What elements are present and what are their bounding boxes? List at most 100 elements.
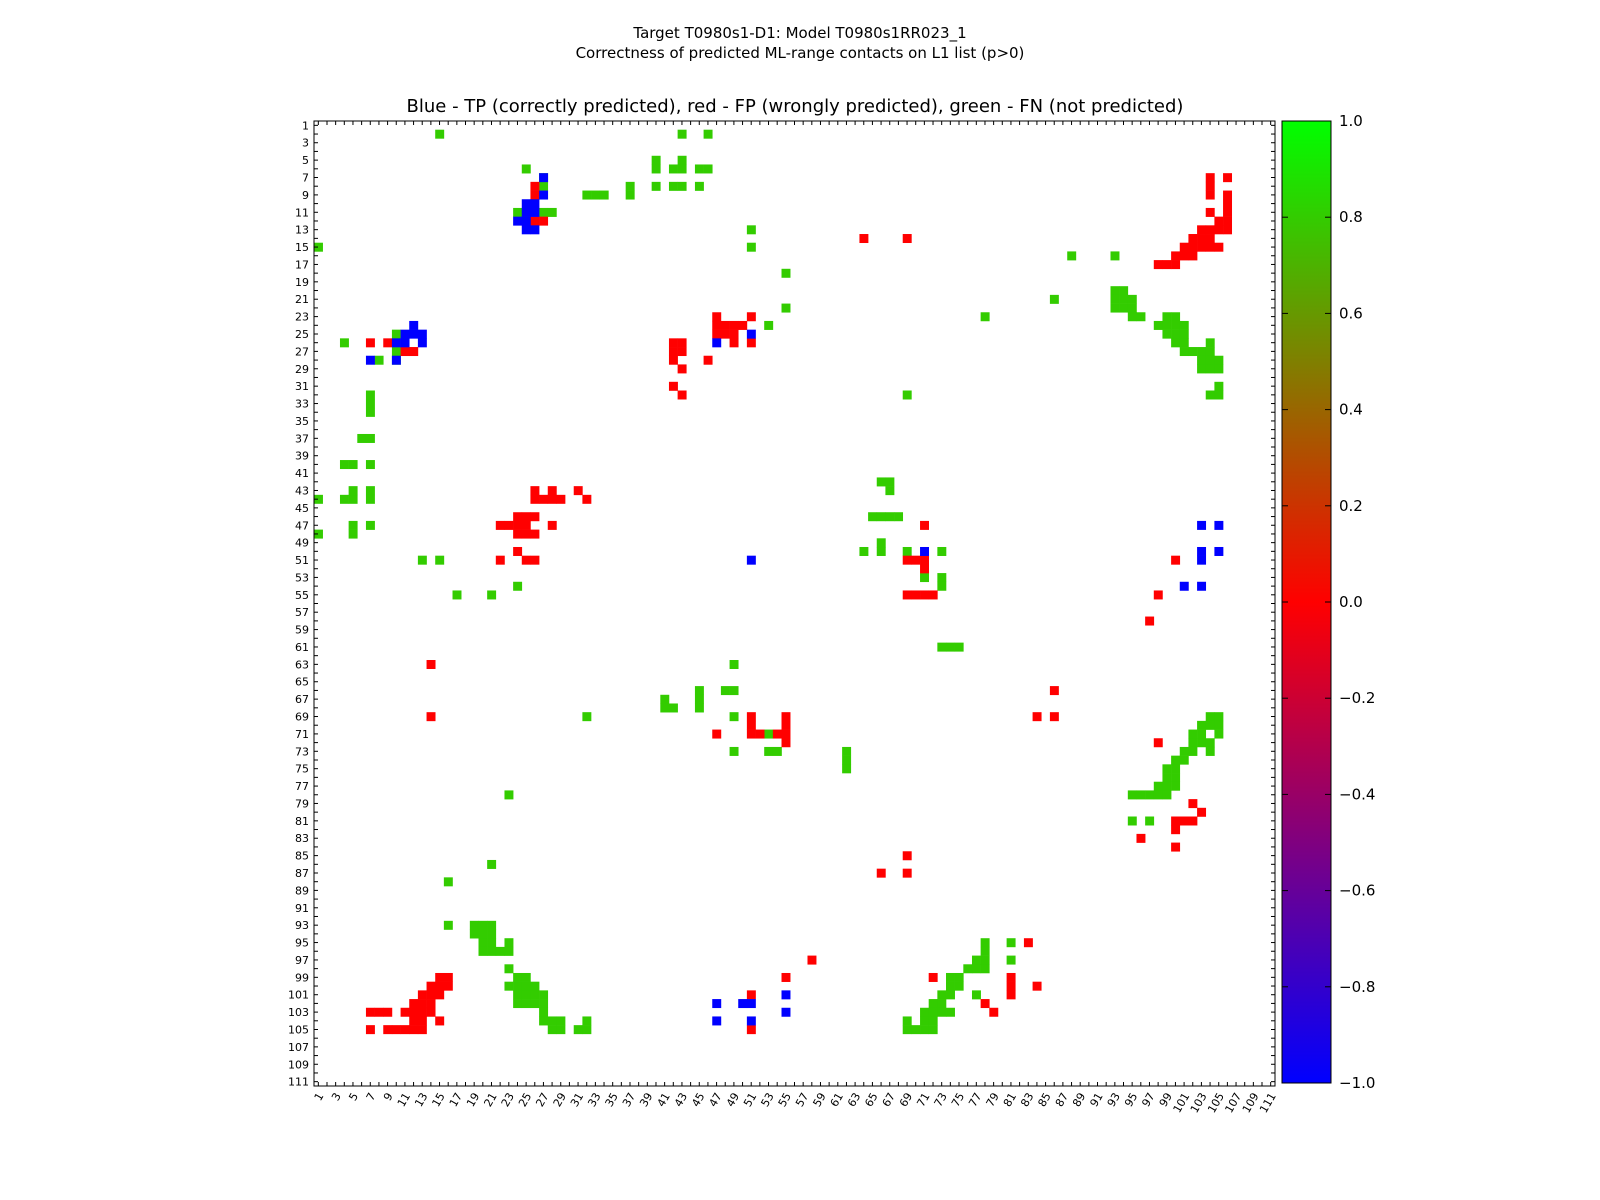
y-tick-label: 31 xyxy=(295,380,309,393)
y-tick-label: 41 xyxy=(295,467,309,480)
cell-fp xyxy=(920,590,929,600)
cell-tp xyxy=(530,225,540,235)
y-tick-label: 61 xyxy=(295,641,309,654)
cell-fn xyxy=(1188,738,1198,748)
y-tick-label: 83 xyxy=(295,832,309,845)
x-tick-label: 103 xyxy=(1188,1091,1210,1116)
cell-fp xyxy=(1205,225,1215,235)
cell-fn xyxy=(452,590,462,600)
cell-fn xyxy=(677,155,687,165)
x-tick-label: 3 xyxy=(329,1091,344,1104)
y-tick-label: 95 xyxy=(295,937,309,950)
cell-fn xyxy=(530,981,540,991)
cell-fn xyxy=(677,129,687,139)
cell-fn xyxy=(365,407,375,417)
y-tick-label: 51 xyxy=(295,554,309,567)
cell-fn xyxy=(885,477,895,487)
x-tick-label: 47 xyxy=(707,1091,725,1110)
cell-fn xyxy=(314,242,323,252)
cell-fp xyxy=(530,486,540,496)
cell-fn xyxy=(694,686,704,696)
cell-fn xyxy=(1197,347,1207,357)
cell-fn xyxy=(1179,329,1189,339)
cell-fn xyxy=(591,190,601,200)
x-tick-label: 35 xyxy=(603,1091,621,1110)
cell-fn xyxy=(954,981,964,991)
cell-fn xyxy=(980,312,990,322)
cell-fn xyxy=(547,207,557,217)
cell-fn xyxy=(521,981,531,991)
cell-tp xyxy=(539,173,549,183)
cell-fn xyxy=(842,755,852,765)
cell-fp xyxy=(746,729,756,739)
cell-fn xyxy=(1162,329,1172,339)
cell-fn xyxy=(720,686,730,696)
cell-fp xyxy=(374,1007,384,1017)
cell-fp xyxy=(1049,686,1059,696)
cell-fp xyxy=(1006,972,1016,982)
cell-fn xyxy=(859,546,869,556)
cell-fn xyxy=(1006,938,1016,948)
cell-fp xyxy=(547,486,557,496)
cell-fp xyxy=(1188,799,1198,809)
colorbar-ticks: 1.0 0.8 0.6 0.4 0.2 0.0 −0.2 −0.4 −0.6 −0.8 −1.0 xyxy=(1282,112,1375,1092)
cell-fp xyxy=(1205,242,1215,252)
cell-fn xyxy=(1205,712,1215,722)
cell-tp xyxy=(781,990,791,1000)
cell-fp xyxy=(1006,981,1016,991)
cell-tp xyxy=(746,999,756,1009)
cell-fp xyxy=(1162,260,1172,270)
cell-fn xyxy=(469,929,479,939)
cell-fn xyxy=(954,642,964,652)
cell-fp xyxy=(1049,712,1059,722)
cell-fn xyxy=(946,1007,955,1017)
cell-tp xyxy=(1214,546,1224,556)
y-tick-label: 87 xyxy=(295,867,309,880)
cell-fp xyxy=(746,990,756,1000)
cell-fn xyxy=(928,1016,938,1026)
y-tick-label: 29 xyxy=(295,363,309,376)
cell-fn xyxy=(348,494,358,504)
cell-fp xyxy=(677,364,687,374)
cell-fn xyxy=(478,920,488,930)
cell-fn xyxy=(1197,720,1207,730)
cell-fn xyxy=(573,1025,583,1035)
cell-fp xyxy=(547,520,557,530)
cell-fp xyxy=(1223,216,1233,226)
x-tick-label: 5 xyxy=(346,1091,361,1104)
cell-fn xyxy=(539,1016,549,1026)
cell-tp xyxy=(1197,520,1207,530)
y-tick-label: 7 xyxy=(302,172,309,185)
cell-fn xyxy=(487,938,497,948)
cell-fp xyxy=(513,546,523,556)
cell-tp xyxy=(539,190,549,200)
cell-fn xyxy=(1205,355,1215,365)
cell-fn xyxy=(487,920,497,930)
cell-fp xyxy=(1223,199,1233,209)
cell-fp xyxy=(928,590,938,600)
y-tick-label: 5 xyxy=(302,154,309,167)
cell-fn xyxy=(365,486,375,496)
cell-fn xyxy=(902,1025,912,1035)
cell-fp xyxy=(409,999,419,1009)
cell-fn xyxy=(694,181,704,191)
cell-fn xyxy=(365,399,375,409)
cell-fn xyxy=(764,320,774,330)
cell-fn xyxy=(937,990,947,1000)
cell-fp xyxy=(547,494,557,504)
colorbar-tick-label: 0.2 xyxy=(1339,497,1363,515)
cell-tp xyxy=(712,999,722,1009)
cell-fn xyxy=(1110,286,1120,296)
cell-fn xyxy=(1049,294,1059,304)
cell-fp xyxy=(573,486,583,496)
cell-fn xyxy=(339,494,349,504)
cell-fn xyxy=(1214,729,1224,739)
cell-fn xyxy=(513,999,523,1009)
cell-fn xyxy=(651,181,661,191)
x-tick-label: 7 xyxy=(364,1091,379,1104)
cell-fn xyxy=(391,347,401,357)
y-tick-label: 39 xyxy=(295,450,309,463)
cell-fp xyxy=(668,347,678,357)
cell-fp xyxy=(1214,216,1224,226)
cell-tp xyxy=(521,207,531,217)
